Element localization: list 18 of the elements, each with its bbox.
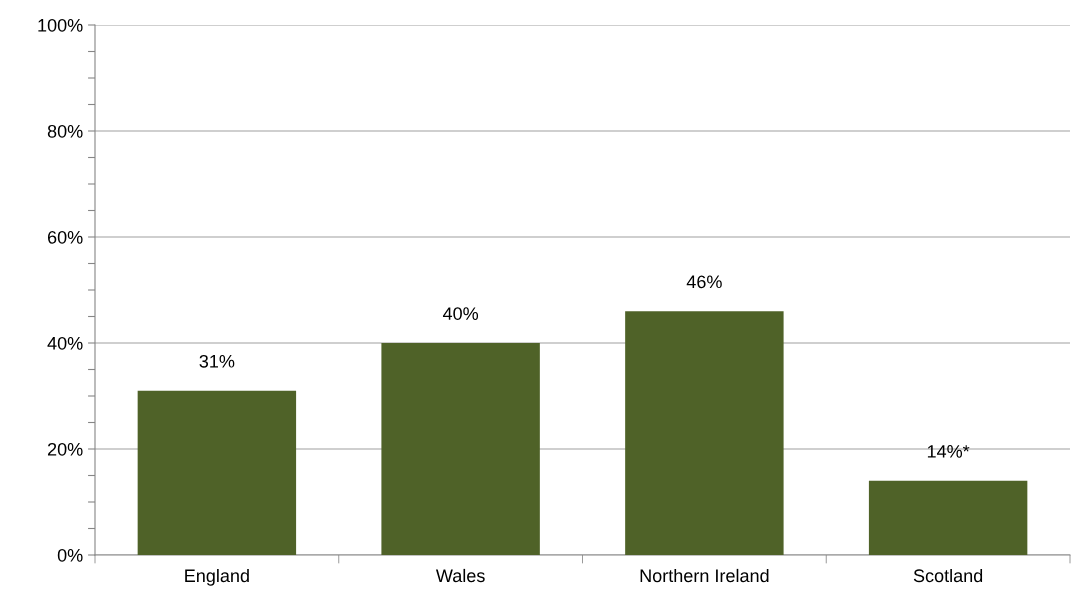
x-tick-label: Scotland <box>913 568 983 583</box>
y-tick-label: 0% <box>57 548 83 562</box>
bar <box>868 480 1028 555</box>
data-label: 31% <box>199 354 235 368</box>
data-label: 40% <box>442 307 479 320</box>
y-tick-label: 40% <box>47 336 83 350</box>
bar <box>625 311 784 555</box>
bar <box>137 390 297 555</box>
x-tick-label: Wales <box>435 568 485 583</box>
data-label: 46% <box>686 275 722 289</box>
data-label: 14%* <box>927 445 970 458</box>
bar <box>381 343 540 555</box>
y-tick-label: 100% <box>38 18 83 32</box>
x-tick-label: Northern Ireland <box>640 568 769 583</box>
y-tick-label: 60% <box>47 230 83 244</box>
y-tick-label: 20% <box>47 442 83 456</box>
y-tick-label: 80% <box>47 124 83 138</box>
x-tick-label: England <box>185 568 249 586</box>
